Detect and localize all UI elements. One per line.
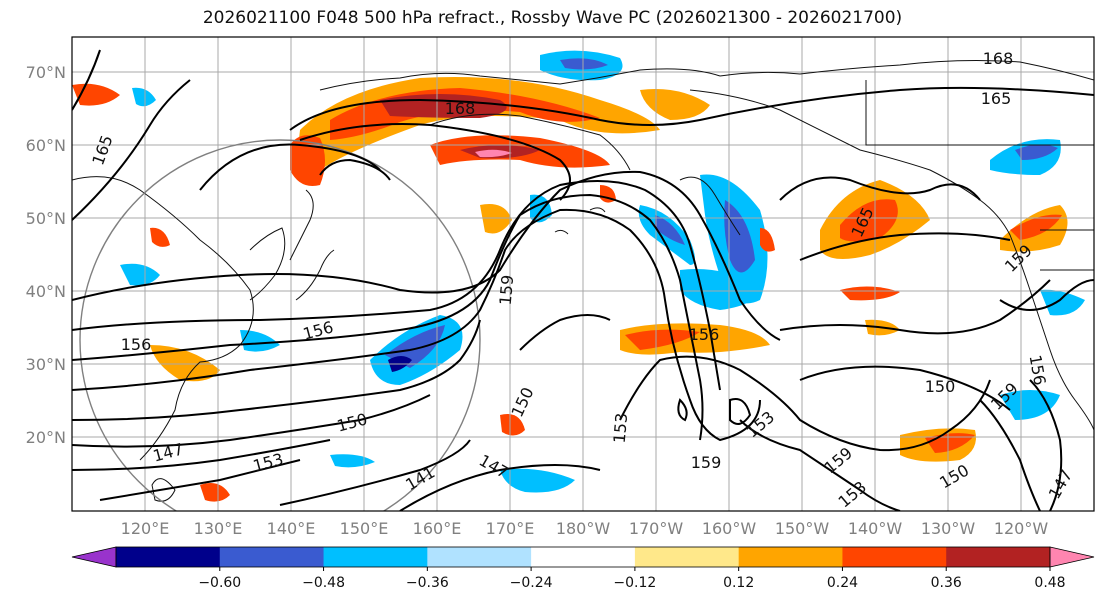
lon-label: 150°W bbox=[775, 519, 830, 538]
lon-label: 120°W bbox=[994, 519, 1049, 538]
lon-label: 130°E bbox=[194, 519, 243, 538]
colorbar-tick-label: −0.60 bbox=[198, 575, 241, 591]
colorbar-frame bbox=[115, 546, 1051, 568]
colorbar-tick-label: 0.48 bbox=[1034, 575, 1065, 591]
colorbar-segment bbox=[116, 547, 221, 567]
lon-label: 130°W bbox=[921, 519, 976, 538]
projection-circle bbox=[79, 139, 481, 511]
lat-label: 40°N bbox=[26, 282, 66, 301]
contour-label: 153 bbox=[610, 412, 632, 444]
contour-label: 159 bbox=[691, 453, 722, 472]
map-frame bbox=[71, 36, 1095, 512]
colorbar-extend-high bbox=[1049, 546, 1095, 568]
colorbar-segment bbox=[738, 547, 843, 567]
height-contours bbox=[72, 49, 1094, 511]
colorbar-tick-label: −0.12 bbox=[613, 575, 656, 591]
contour-label: 150 bbox=[925, 377, 956, 396]
lon-label: 140°E bbox=[267, 519, 316, 538]
colorbar-tick-label: −0.36 bbox=[406, 575, 449, 591]
colorbar-segment bbox=[323, 547, 428, 567]
lat-label: 50°N bbox=[26, 209, 66, 228]
lon-label: 160°E bbox=[413, 519, 462, 538]
latitude-labels: 70°N 60°N 50°N 40°N 30°N 20°N bbox=[26, 63, 66, 447]
colorbar-extend-low bbox=[71, 546, 117, 568]
contour-label: 159 bbox=[496, 274, 518, 306]
contour-labels: 168 168 165 165 165 159 159 159 156 156 … bbox=[88, 49, 1076, 511]
colorbar-segment bbox=[842, 547, 947, 567]
colorbar-segment bbox=[427, 547, 532, 567]
contour-label: 156 bbox=[121, 335, 152, 354]
contour-label: 156 bbox=[689, 325, 720, 344]
contour-label: 168 bbox=[445, 99, 476, 118]
lat-label: 30°N bbox=[26, 355, 66, 374]
lon-label: 170°E bbox=[486, 519, 535, 538]
colorbar-tick-label: 0.24 bbox=[827, 575, 858, 591]
lon-label: 150°E bbox=[340, 519, 389, 538]
contour-label: 168 bbox=[983, 49, 1014, 68]
lon-label: 120°E bbox=[121, 519, 170, 538]
coastlines bbox=[72, 60, 1094, 502]
colorbar: −0.60 −0.48 −0.36 −0.24 −0.12 0.12 0.24 0.36 0.4… bbox=[71, 546, 1095, 591]
colorbar-segment bbox=[219, 547, 325, 567]
colorbar-segment bbox=[531, 547, 636, 567]
lon-label: 170°W bbox=[629, 519, 684, 538]
colorbar-tick-label: −0.24 bbox=[510, 575, 553, 591]
lat-label: 60°N bbox=[26, 136, 66, 155]
contour-label: 165 bbox=[981, 89, 1012, 108]
lon-label: 180°W bbox=[556, 519, 611, 538]
colorbar-tick-label: −0.48 bbox=[302, 575, 345, 591]
lat-label: 70°N bbox=[26, 63, 66, 82]
longitude-labels: 120°E 130°E 140°E 150°E 160°E 170°E 180°… bbox=[121, 519, 1049, 538]
lat-label: 20°N bbox=[26, 428, 66, 447]
lon-label: 140°W bbox=[848, 519, 903, 538]
colorbar-segment bbox=[946, 547, 1051, 567]
colorbar-segment bbox=[634, 547, 740, 567]
map-title: 2026021100 F048 500 hPa refract., Rossby… bbox=[202, 8, 903, 28]
colorbar-tick-label: 0.36 bbox=[931, 575, 962, 591]
colorbar-tick-label: 0.12 bbox=[723, 575, 754, 591]
lon-label: 160°W bbox=[702, 519, 757, 538]
